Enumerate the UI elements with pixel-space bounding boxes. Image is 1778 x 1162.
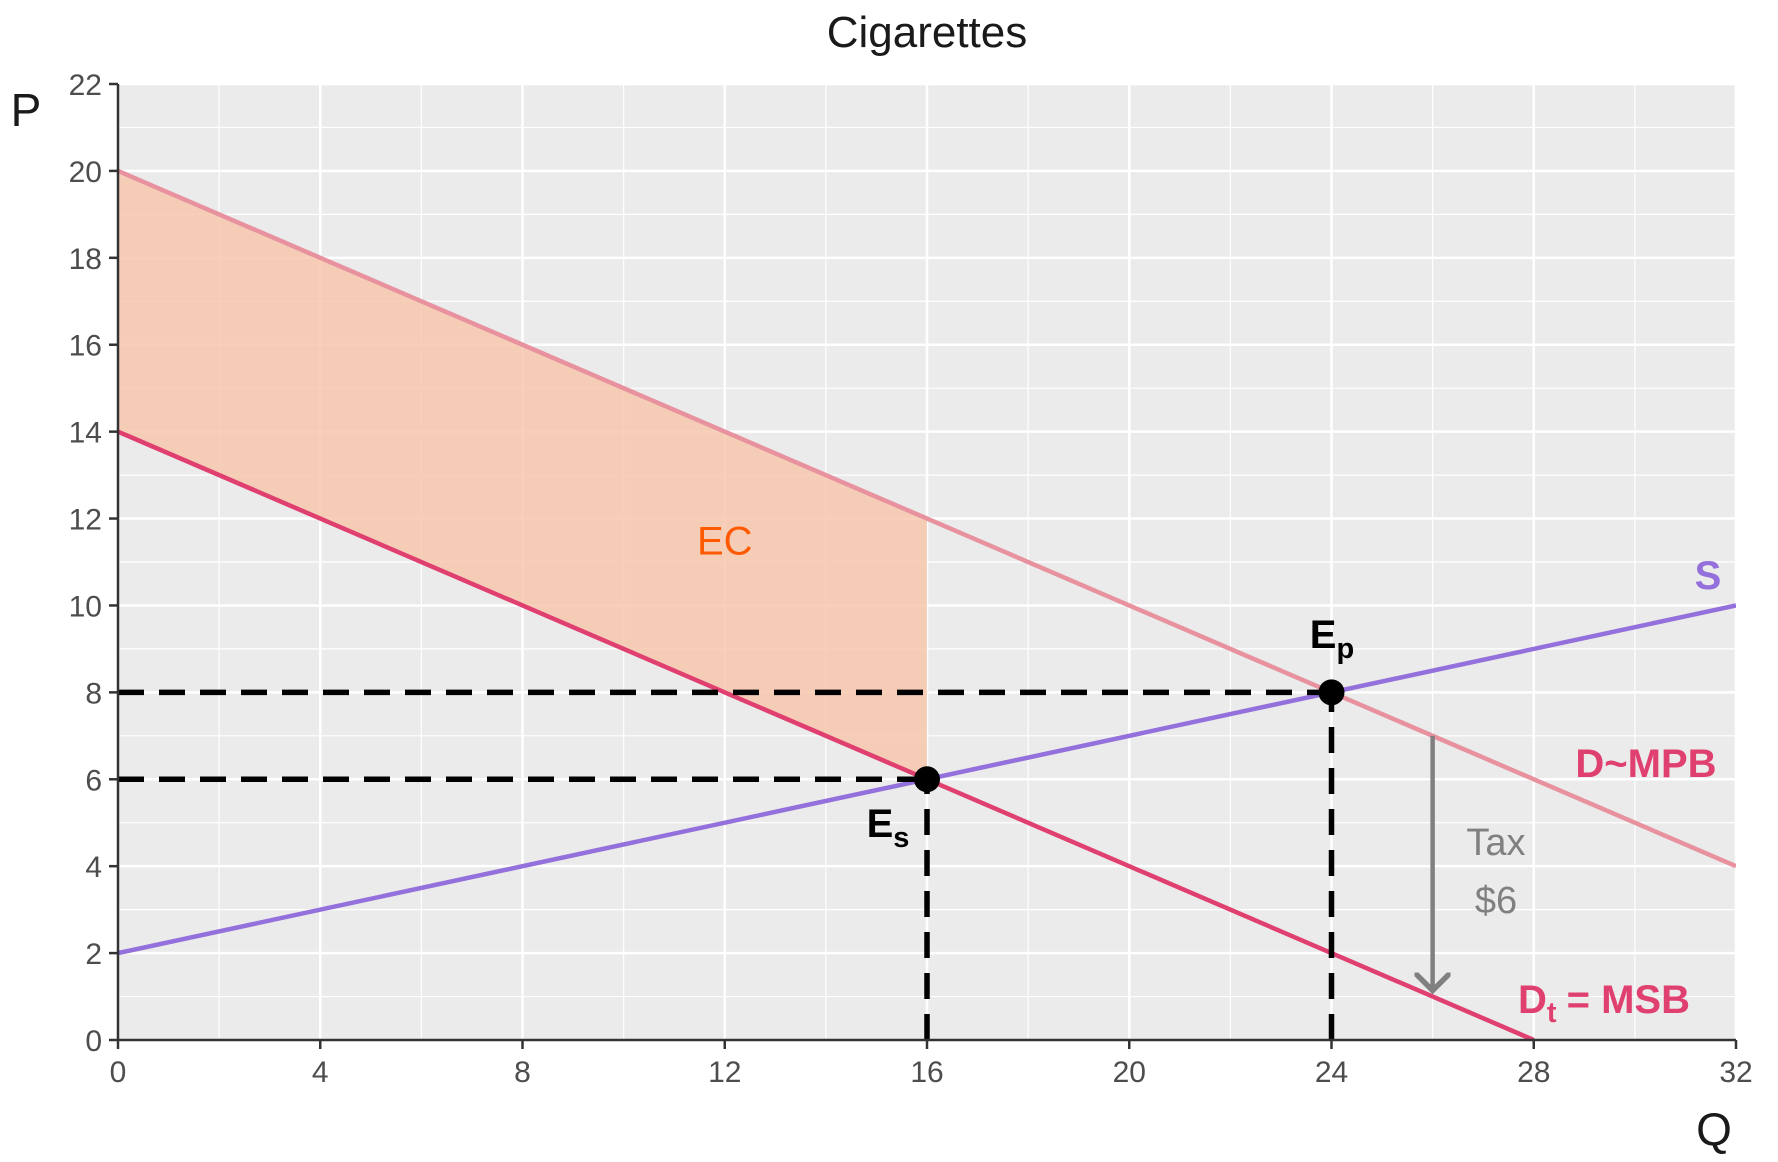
x-tick-label: 28 bbox=[1517, 1056, 1550, 1089]
y-tick-label: 20 bbox=[69, 156, 102, 189]
demand-mpb-label: D~MPB bbox=[1575, 742, 1716, 786]
dashed-guides bbox=[118, 689, 1335, 1040]
es-label-sub: s bbox=[893, 822, 909, 854]
x-tick-label: 12 bbox=[708, 1056, 741, 1089]
chart-title: Cigarettes bbox=[827, 8, 1028, 57]
y-tick-label: 22 bbox=[69, 69, 102, 102]
y-axis-title: P bbox=[11, 84, 42, 136]
point-es bbox=[914, 766, 940, 793]
demand-msb-label-sub: t bbox=[1547, 997, 1557, 1029]
tax-amount-label: $6 bbox=[1475, 880, 1517, 922]
demand-mpb-line bbox=[118, 168, 1736, 869]
y-tick-label: 0 bbox=[85, 1025, 102, 1058]
x-tick-label: 8 bbox=[514, 1056, 531, 1089]
x-tick-label: 20 bbox=[1113, 1056, 1146, 1089]
y-tick-label: 4 bbox=[85, 851, 102, 884]
demand-msb-label-rest: = MSB bbox=[1567, 978, 1690, 1022]
point-ep bbox=[1318, 679, 1345, 706]
x-tick-label: 32 bbox=[1719, 1056, 1752, 1089]
ep-label: Ep bbox=[1310, 613, 1354, 665]
ep-label-main: E bbox=[1310, 613, 1337, 657]
y-tick-label: 14 bbox=[69, 417, 102, 450]
y-tick-label: 10 bbox=[69, 590, 102, 623]
demand-msb-label-main: D bbox=[1518, 978, 1547, 1022]
ec-shaded-region bbox=[118, 170, 927, 780]
x-axis-title: Q bbox=[1696, 1103, 1732, 1155]
x-tick-label: 4 bbox=[312, 1056, 329, 1089]
x-tick-label: 16 bbox=[910, 1056, 943, 1089]
y-tick-label: 6 bbox=[85, 764, 102, 797]
y-tick-label: 8 bbox=[85, 677, 102, 710]
y-tick-label: 18 bbox=[69, 243, 102, 276]
x-tick-label: 24 bbox=[1315, 1056, 1348, 1089]
ec-label: EC bbox=[697, 519, 753, 563]
y-tick-label: 16 bbox=[69, 330, 102, 363]
es-label-main: E bbox=[867, 802, 894, 846]
es-label: Es bbox=[867, 802, 910, 854]
y-tick-label: 2 bbox=[85, 938, 102, 971]
equilibrium-points bbox=[914, 679, 1345, 793]
supply-label: S bbox=[1695, 554, 1722, 598]
ep-label-sub: p bbox=[1336, 633, 1354, 665]
y-axis-ticks: 0 2 4 6 8 10 12 14 16 18 20 22 bbox=[69, 69, 118, 1058]
tax-label: Tax bbox=[1466, 822, 1525, 864]
x-tick-label: 0 bbox=[110, 1056, 127, 1089]
y-tick-label: 12 bbox=[69, 504, 102, 537]
demand-msb-line bbox=[118, 429, 1535, 1040]
x-axis-ticks: 0 4 8 12 16 20 24 28 32 bbox=[110, 1040, 1753, 1089]
demand-msb-label: Dt = MSB bbox=[1518, 978, 1690, 1029]
